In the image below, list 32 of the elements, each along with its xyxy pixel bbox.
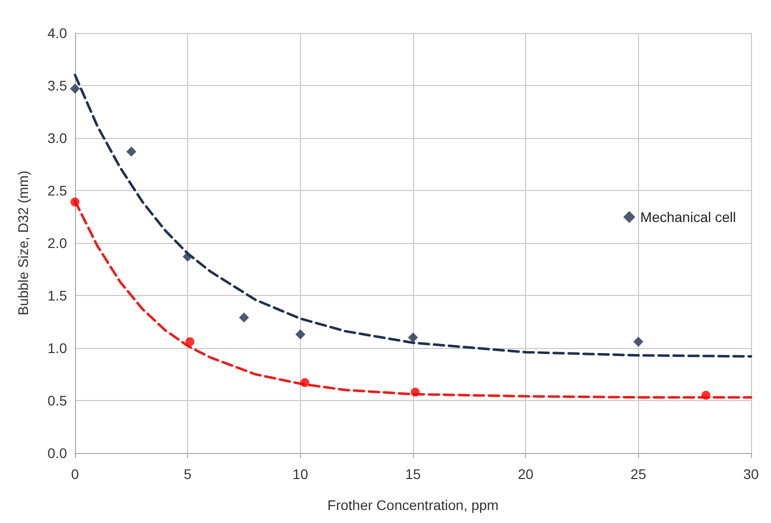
point bbox=[126, 146, 136, 157]
y-tick-label: 1.5 bbox=[48, 288, 68, 304]
point bbox=[410, 388, 420, 397]
y-tick-label: 3.0 bbox=[48, 130, 68, 146]
y-tick-label: 0.0 bbox=[48, 445, 68, 461]
point bbox=[185, 337, 194, 346]
point bbox=[408, 332, 418, 342]
x-tick-label: 20 bbox=[518, 466, 534, 482]
point bbox=[70, 84, 80, 94]
line-series bbox=[74, 74, 752, 358]
y-tick-label: 1.0 bbox=[48, 340, 68, 356]
x-tick-label: 5 bbox=[184, 466, 192, 482]
x-tick-label: 15 bbox=[405, 466, 421, 482]
x-axis-title: Frother Concentration, ppm bbox=[327, 497, 499, 513]
y-axis-title: Bubble Size, D32 (mm) bbox=[15, 170, 31, 316]
point bbox=[633, 336, 644, 347]
point bbox=[70, 198, 80, 207]
y-tick-label: 2.0 bbox=[48, 235, 68, 251]
x-tick-label: 0 bbox=[71, 466, 80, 482]
y-tick-label: 0.5 bbox=[48, 392, 68, 408]
y-tick-label: 4.0 bbox=[48, 25, 68, 41]
point bbox=[701, 390, 710, 400]
point bbox=[295, 329, 306, 340]
x-tick-label: 25 bbox=[630, 466, 646, 482]
legend-label: Mechanical cell bbox=[640, 209, 736, 225]
x-tick-label: 10 bbox=[292, 466, 308, 482]
point bbox=[182, 252, 193, 262]
y-tick-label: 3.5 bbox=[48, 78, 68, 94]
point bbox=[239, 312, 249, 323]
x-tick-label: 30 bbox=[743, 466, 759, 482]
y-tick-label: 2.5 bbox=[48, 182, 68, 198]
point bbox=[300, 378, 310, 388]
